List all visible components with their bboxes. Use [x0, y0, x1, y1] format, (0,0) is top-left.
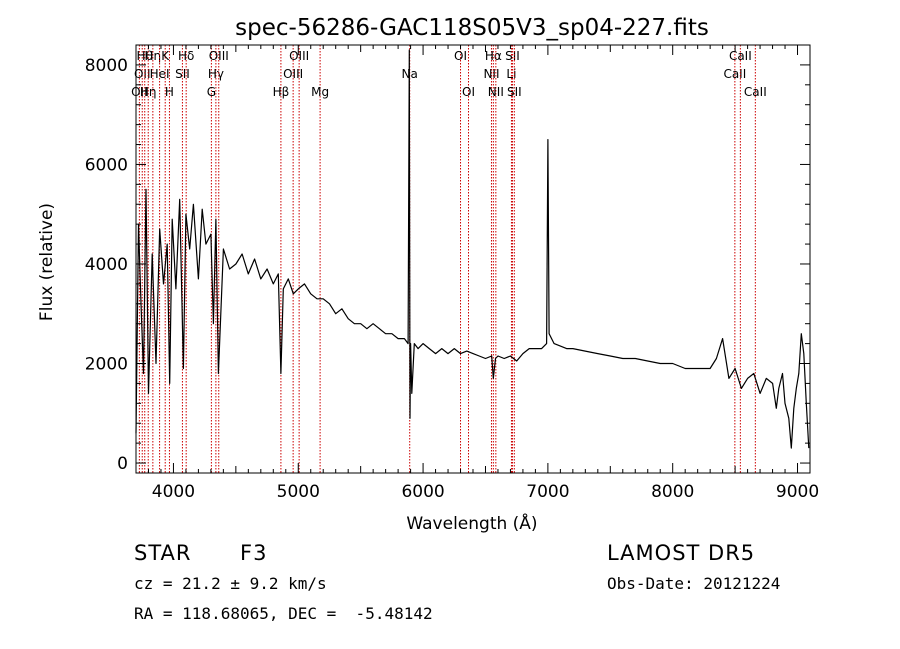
coordinates: RA = 118.68065, DEC = -5.48142 — [134, 604, 433, 623]
spectrum-line — [135, 49, 810, 449]
spectral-subclass: F3 — [240, 541, 268, 565]
line-marker-label: Mg — [311, 85, 329, 99]
line-marker-label: H — [165, 85, 174, 99]
axes: 4000 5000 6000 7000 8000 9000 0 2000 4000 6000 800… — [85, 44, 819, 502]
y-axis-label: Flux (relative) — [37, 203, 57, 321]
redshift-cz: cz = 21.2 ± 9.2 km/s — [134, 574, 327, 593]
y-tick-label: 0 — [117, 454, 128, 474]
y-tick-label: 2000 — [85, 355, 128, 375]
line-marker-label: OI — [454, 49, 467, 63]
line-marker-label: OIII — [289, 49, 309, 63]
line-marker-label: OIII — [209, 49, 229, 63]
line-marker-label: Hγ — [208, 67, 224, 81]
plot-frame — [135, 44, 811, 474]
line-marker-label: OIII — [283, 67, 303, 81]
x-tick-label: 4000 — [152, 482, 195, 502]
line-marker-label: OII — [131, 85, 148, 99]
x-tick-label: 8000 — [651, 482, 694, 502]
line-marker-label: Hα — [485, 49, 502, 63]
survey-name: LAMOST DR5 — [607, 541, 756, 565]
x-tick-label: 7000 — [526, 482, 569, 502]
x-axis-label: Wavelength (Å) — [406, 512, 537, 534]
line-marker-label: K — [161, 49, 170, 63]
x-tick-label: 5000 — [277, 482, 320, 502]
x-tick-label: 6000 — [401, 482, 444, 502]
y-tick-label: 4000 — [85, 255, 128, 275]
line-marker-label: Hβ — [273, 85, 290, 99]
line-marker-label: OII — [134, 67, 151, 81]
spectrum-series — [135, 49, 810, 449]
line-marker-label: Li — [506, 67, 516, 81]
line-marker-label: CaII — [729, 49, 752, 63]
object-class: STAR — [134, 541, 192, 565]
x-tick-label: 9000 — [776, 482, 819, 502]
line-marker-label: G — [207, 85, 216, 99]
line-marker-label: CaII — [723, 67, 746, 81]
y-tick-label: 8000 — [85, 56, 128, 76]
line-marker-label: Hθ — [137, 49, 153, 63]
y-tick-label: 6000 — [85, 155, 128, 175]
line-marker-label: NII — [488, 85, 504, 99]
line-marker-label: CaII — [744, 85, 767, 99]
line-marker-label: HeI — [150, 67, 170, 81]
line-marker-label: NII — [483, 67, 499, 81]
line-marker-label: SII — [175, 67, 190, 81]
line-marker-label: SII — [507, 85, 522, 99]
line-marker-label: Hη — [140, 85, 157, 99]
chart-title: spec-56286-GAC118S05V3_sp04-227.fits — [235, 15, 709, 41]
line-marker-label: OI — [462, 85, 475, 99]
line-marker-label: SII — [505, 49, 520, 63]
observation-date: Obs-Date: 20121224 — [607, 574, 781, 593]
line-marker-label: Hη — [145, 49, 162, 63]
line-marker-label: Hδ — [178, 49, 194, 63]
